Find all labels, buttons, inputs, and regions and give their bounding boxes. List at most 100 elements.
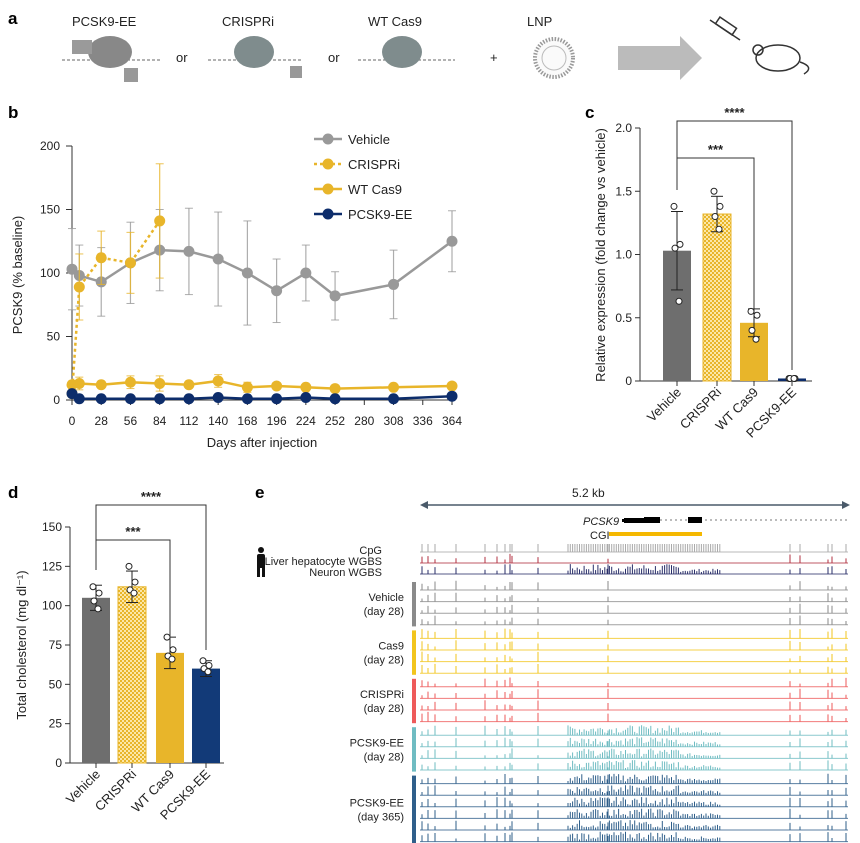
b-x-tick-label: 224 — [296, 414, 316, 428]
panel-e-genome-tracks: 5.2 kb PCSK9 CGI CpG Liver hepatocyte WG… — [257, 486, 850, 843]
b-data-point — [124, 376, 136, 388]
y-tick-label: 1.0 — [615, 248, 632, 262]
cgi-bar — [609, 532, 702, 536]
b-x-tick-label: 28 — [95, 414, 109, 428]
group-sublabel: (day 28) — [364, 703, 404, 715]
group-color-bar — [412, 630, 416, 675]
b-data-point — [154, 393, 166, 405]
significance-label: *** — [708, 142, 724, 157]
b-data-point — [183, 379, 195, 391]
y-tick-label: 25 — [49, 717, 63, 731]
group-color-bar — [412, 582, 416, 627]
dna-protein-cas9-icon — [358, 36, 455, 68]
b-x-tick-label: 308 — [384, 414, 404, 428]
y-tick-label: 125 — [42, 559, 62, 573]
significance-label: *** — [125, 524, 141, 539]
b-x-tick-label: 84 — [153, 414, 167, 428]
replicate-point — [89, 583, 97, 591]
b-data-point — [329, 290, 341, 302]
replicate-point — [710, 187, 718, 195]
human-silhouette-icon — [257, 547, 265, 577]
replicate-point — [95, 589, 103, 597]
syringe-mouse-icon — [709, 16, 810, 75]
b-data-point — [241, 381, 253, 393]
b-data-point — [446, 380, 458, 392]
y-tick-label: 2.0 — [615, 121, 632, 135]
replicate-point — [131, 578, 139, 586]
b-data-point — [241, 267, 253, 279]
b-data-point — [73, 393, 85, 405]
b-x-tick-label: 56 — [124, 414, 138, 428]
b-data-point — [300, 267, 312, 279]
b-data-point — [241, 393, 253, 405]
y-tick-label: 75 — [49, 638, 63, 652]
b-legend-label: WT Cas9 — [348, 182, 402, 197]
b-data-point — [73, 281, 85, 293]
bar-crispri — [702, 213, 732, 382]
replicate-point — [130, 589, 138, 597]
b-data-point — [388, 381, 400, 393]
b-data-point — [329, 393, 341, 405]
b-data-point — [271, 393, 283, 405]
replicate-point — [168, 655, 176, 663]
replicate-point — [199, 657, 207, 665]
b-data-point — [212, 391, 224, 403]
y-tick-label: 150 — [42, 520, 62, 534]
arrow-icon — [618, 36, 702, 80]
b-data-point — [329, 383, 341, 395]
b-y-tick-label: 100 — [40, 266, 60, 280]
gene-model — [622, 517, 848, 523]
b-legend-marker — [322, 133, 334, 145]
lnp-icon — [533, 37, 575, 79]
y-tick-label: 0.5 — [615, 311, 632, 325]
b-x-tick-label: 168 — [237, 414, 257, 428]
b-data-point — [388, 278, 400, 290]
panel-label-d: d — [8, 483, 18, 502]
replicate-point — [711, 213, 719, 221]
label-crispri: CRISPRi — [222, 14, 274, 29]
panel-b-line-chart: PCSK9 (% baseline) Days after injection … — [10, 132, 462, 450]
cgi-label: CGI — [590, 530, 610, 542]
b-data-point — [124, 257, 136, 269]
b-data-point — [73, 377, 85, 389]
y-tick-label: 0 — [55, 756, 62, 770]
panel-a-schematic: PCSK9-EE CRISPRi WT Cas9 LNP or or + — [62, 14, 810, 82]
b-legend-label: Vehicle — [348, 132, 390, 147]
b-data-point — [154, 377, 166, 389]
dna-protein-pcsk9-ee-icon — [62, 36, 160, 82]
b-data-point — [300, 381, 312, 393]
group-sublabel: (day 28) — [364, 751, 404, 763]
y-tick-label: 0 — [625, 374, 632, 388]
b-legend-marker — [322, 158, 334, 170]
b-data-point — [66, 263, 78, 275]
b-x-tick-label: 140 — [208, 414, 228, 428]
replicate-point — [675, 297, 683, 305]
b-y-axis-label: PCSK9 (% baseline) — [10, 216, 25, 335]
b-y-tick-label: 200 — [40, 139, 60, 153]
b-data-point — [95, 393, 107, 405]
b-data-point — [183, 245, 195, 257]
group-sublabel: (day 365) — [358, 811, 404, 823]
replicate-point — [670, 202, 678, 210]
d-y-axis-label: Total cholesterol (mg dl⁻¹) — [14, 570, 29, 719]
bar-vehicle — [82, 597, 110, 763]
b-legend-label: PCSK9-EE — [348, 207, 413, 222]
b-y-tick-label: 150 — [40, 203, 60, 217]
significance-bracket — [676, 120, 793, 370]
group-label: Cas9 — [378, 641, 404, 653]
replicate-point — [790, 374, 798, 382]
b-data-point — [95, 379, 107, 391]
panel-label-c: c — [585, 103, 594, 122]
panel-label-a: a — [8, 9, 18, 28]
replicate-point — [752, 335, 760, 343]
replicate-point — [125, 562, 133, 570]
b-series-line-crispri — [70, 220, 161, 394]
b-data-point — [446, 235, 458, 247]
y-tick-label: 100 — [42, 599, 62, 613]
group-label: Vehicle — [369, 592, 404, 604]
b-data-point — [212, 253, 224, 265]
b-x-tick-label: 252 — [325, 414, 345, 428]
b-x-tick-label: 112 — [179, 414, 198, 428]
